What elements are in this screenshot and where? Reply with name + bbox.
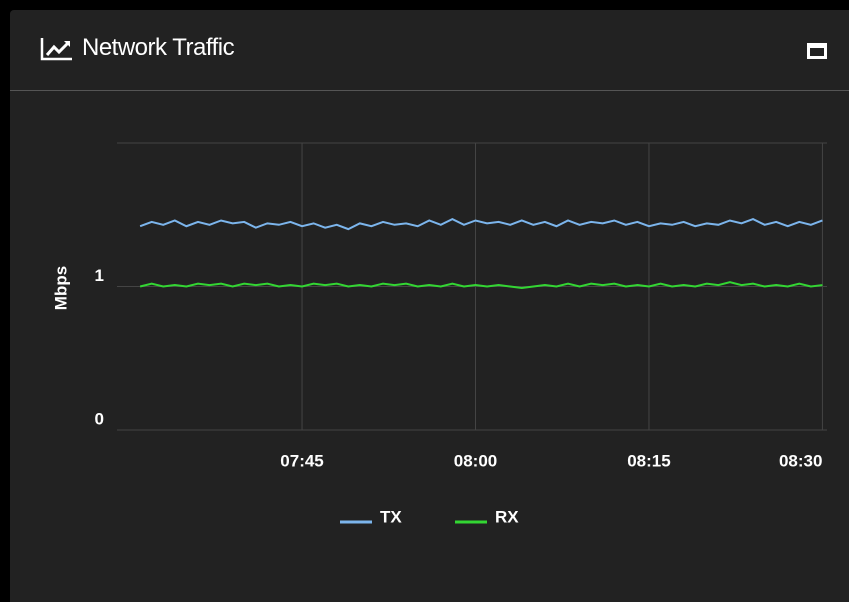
panel: Network Traffic: [10, 10, 849, 602]
x-tick-label: 08:30: [779, 451, 822, 470]
y-axis-label: Mbps: [51, 266, 70, 310]
legend-label: RX: [495, 507, 519, 526]
y-tick-label: 1: [95, 266, 104, 285]
legend-label: TX: [380, 507, 402, 526]
panel-header: Network Traffic: [10, 10, 849, 91]
maximize-button[interactable]: [807, 43, 827, 59]
x-tick-label: 08:15: [627, 451, 670, 470]
chart-icon: [40, 38, 72, 61]
panel-title: Network Traffic: [82, 34, 235, 61]
series-line: [139, 217, 823, 231]
x-tick-label: 07:45: [280, 451, 323, 470]
y-tick-label: 0: [95, 409, 104, 428]
series-line: [139, 281, 823, 289]
x-tick-label: 08:00: [454, 451, 497, 470]
